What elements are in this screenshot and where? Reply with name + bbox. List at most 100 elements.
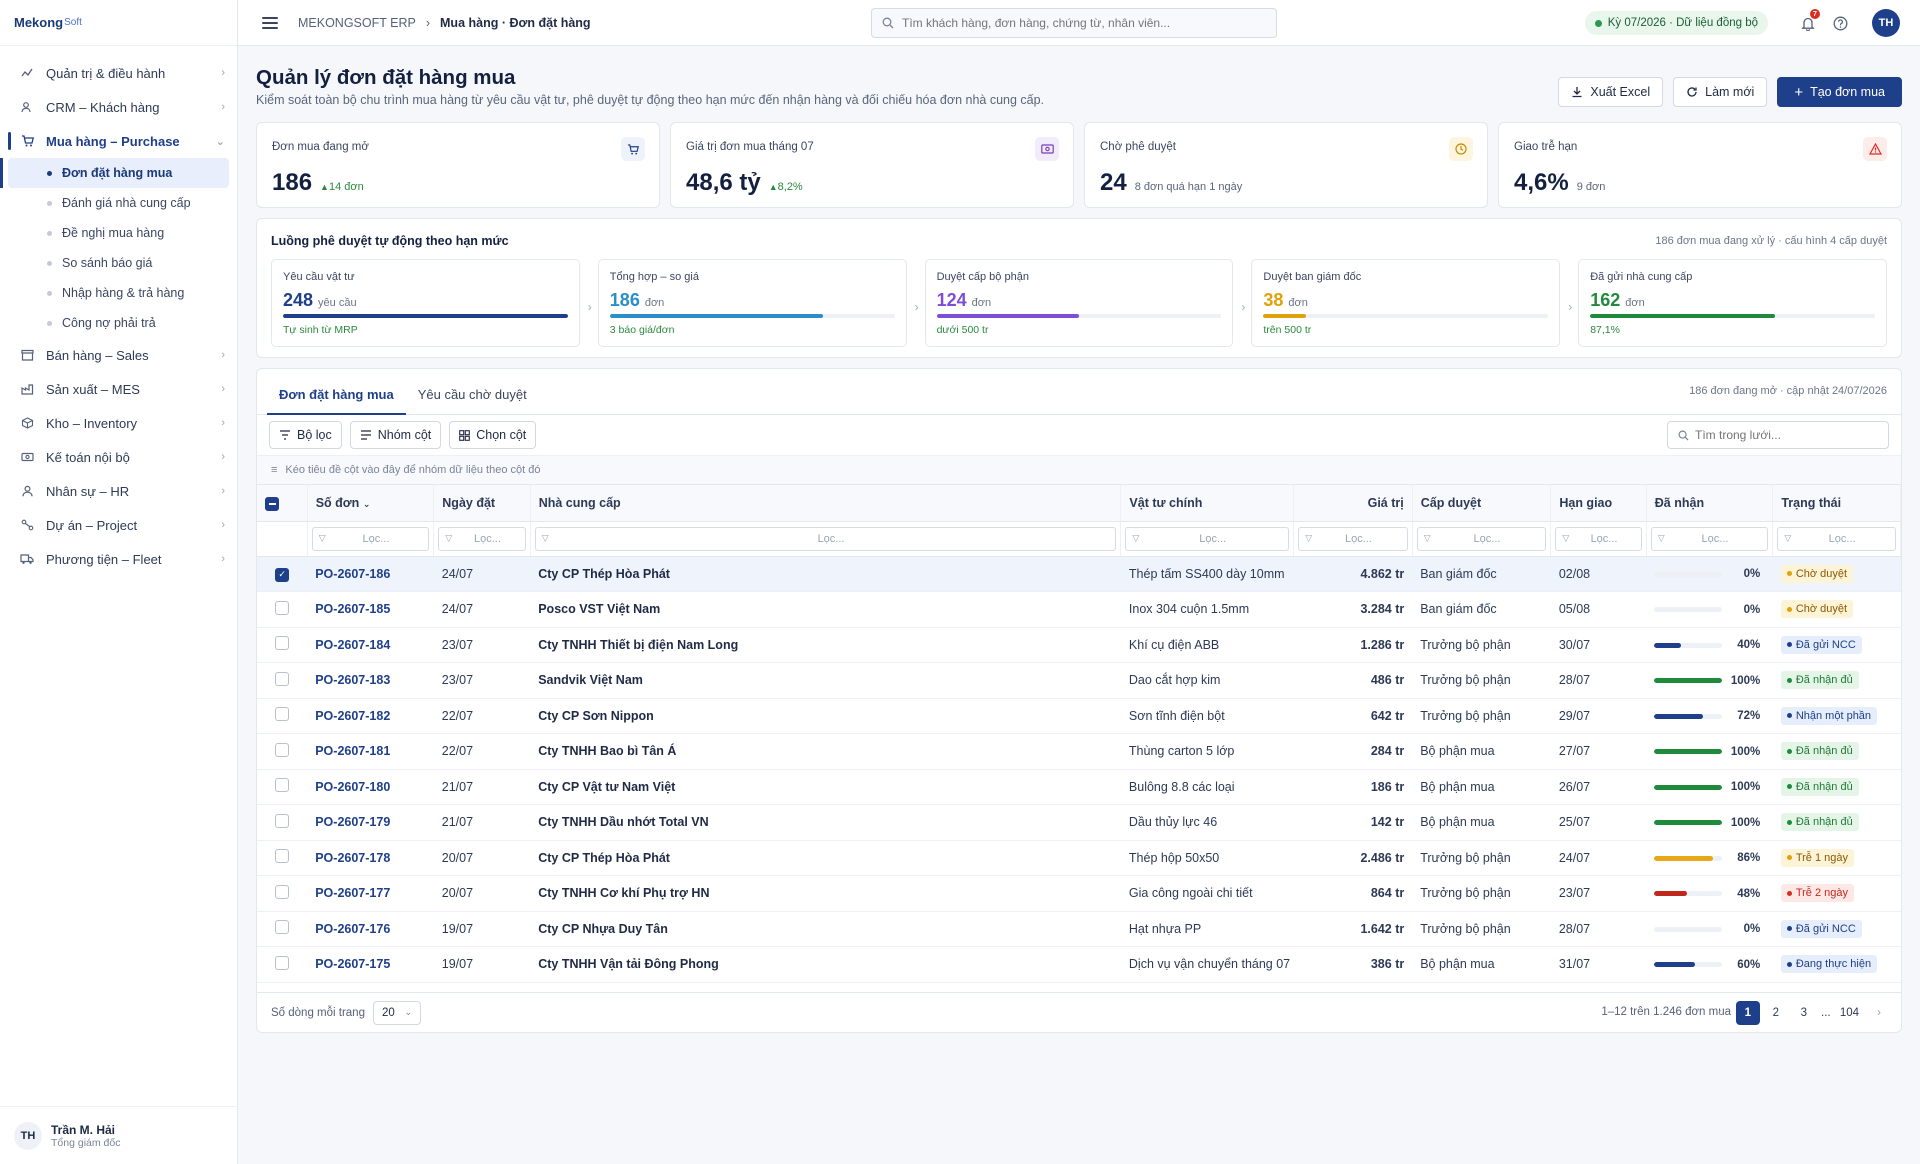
po-number-link[interactable]: PO-2607-176 [307,911,434,947]
table-row[interactable]: PO-2607-179 21/07 Cty TNHH Dầu nhớt Total … [257,804,1901,841]
sidebar-item-9[interactable]: Phương tiện – Fleet › [0,542,237,576]
sidebar-subitem-2[interactable]: Đề nghị mua hàng [0,218,237,248]
row-checkbox[interactable] [275,884,290,899]
filter-date-input[interactable]: ▽ Lọc... [438,526,526,551]
row-checkbox[interactable] [275,742,290,757]
filter-level-input[interactable]: ▽ Lọc... [1416,526,1547,551]
filter-status-input[interactable]: ▽ Lọc... [1777,526,1896,551]
sidebar-subitem-5[interactable]: Công nợ phải trả [0,308,237,338]
col-date[interactable]: Ngày đặt [433,485,531,522]
po-number-link[interactable]: PO-2607-179 [307,804,434,841]
table-row[interactable]: PO-2607-177 20/07 Cty TNHH Cơ khí Phụ trợ … [257,875,1901,912]
table-row[interactable]: PO-2607-175 19/07 Cty TNHH Vận tải Đông Ph… [257,946,1901,983]
po-number-link[interactable]: PO-2607-182 [307,698,434,734]
create-order-button[interactable]: + Tạo đơn mua [1777,77,1902,107]
table-row[interactable]: PO-2607-181 22/07 Cty TNHH Bao bì Tân Á Thù… [257,733,1901,770]
flow-step-4[interactable]: Đã gửi nhà cung cấp 162 đơn 87,1% [1578,259,1887,347]
brand-logo[interactable]: Mekong Soft [0,0,237,46]
export-excel-button[interactable]: Xuất Excel [1558,77,1664,107]
row-checkbox[interactable] [275,707,290,722]
flow-step-1[interactable]: Tổng hợp – so giá 186 đơn 3 báo giá/đơn › [597,259,919,347]
row-checkbox[interactable] [275,955,290,970]
page-button[interactable]: 1 [1735,1001,1760,1025]
row-checkbox[interactable] [275,920,290,935]
breadcrumb-app[interactable]: MEKONGSOFT ERP [298,15,416,30]
po-number-link[interactable]: PO-2607-183 [307,662,434,699]
table-row[interactable]: PO-2607-184 23/07 Cty TNHH Thiết bị điện N… [257,627,1901,663]
period-badge[interactable]: Kỳ 07/2026 · Dữ liệu đồng bộ [1584,11,1768,35]
filter-received-input[interactable]: ▽ Lọc... [1650,526,1769,551]
filter-supplier-input[interactable]: ▽ Lọc... [534,526,1117,551]
table-row[interactable]: PO-2607-180 21/07 Cty CP Vật tư Nam Việt Bu… [257,769,1901,805]
select-cell[interactable] [257,733,308,770]
sidebar-item-0[interactable]: Quản trị & điều hành › [0,56,237,90]
col-supplier[interactable]: Nhà cung cấp [530,485,1122,522]
group-drop-zone[interactable]: ≡ Kéo tiêu đề cột vào đây để nhóm dữ liệ… [257,455,1901,485]
select-cell[interactable] [257,840,308,876]
help-icon[interactable] [1830,13,1850,33]
select-cell[interactable] [257,591,308,628]
chevron-left-icon[interactable]: ‹ [1717,1007,1722,1019]
select-cell[interactable] [257,627,308,663]
select-cell[interactable] [257,911,308,947]
table-row[interactable]: PO-2607-185 24/07 Posco VST Việt Nam Inox 3… [257,591,1901,628]
filter-button[interactable]: Bộ lọc [269,421,342,449]
sidebar-item-8[interactable]: Dự án – Project › [0,508,237,542]
select-all-cell[interactable] [257,485,308,522]
global-search-input[interactable] [902,16,1262,30]
sidebar-subitem-1[interactable]: Đánh giá nhà cung cấp [0,188,237,218]
filter-item-input[interactable]: ▽ Lọc... [1125,526,1290,551]
table-row[interactable]: ✓ PO-2607-186 24/07 Cty CP Thép Hòa Phát Thé… [257,556,1901,592]
flow-step-2[interactable]: Duyệt cấp bộ phận 124 đơn dưới 500 tr › [924,259,1245,347]
tab-pending-requests[interactable]: Yêu cầu chờ duyệt [417,387,527,402]
page-size-select[interactable]: 20 ⌄ [372,1000,421,1025]
col-value[interactable]: Giá trị [1293,485,1413,522]
table-row[interactable]: PO-2607-176 19/07 Cty CP Nhựa Duy Tân Hạt n… [257,911,1901,947]
row-checkbox[interactable] [275,636,290,651]
page-button[interactable]: 104 [1839,1007,1859,1019]
page-button[interactable]: 3 [1800,1007,1808,1019]
select-cell[interactable] [257,662,308,699]
filter-po-input[interactable]: ▽ Lọc... [311,526,430,551]
po-number-link[interactable]: PO-2607-184 [307,627,434,663]
menu-icon[interactable] [262,16,278,29]
col-status[interactable]: Trạng thái [1772,485,1901,522]
table-row[interactable]: PO-2607-183 23/07 Sandvik Việt Nam Dao cắt … [257,662,1901,699]
row-checkbox[interactable]: ✓ [275,567,290,582]
table-row[interactable]: PO-2607-178 20/07 Cty CP Thép Hòa Phát Thép… [257,840,1901,876]
select-cell[interactable] [257,875,308,912]
select-cell[interactable] [257,698,308,734]
bell-icon[interactable]: 7 [1798,9,1820,33]
po-number-link[interactable]: PO-2607-175 [307,946,434,983]
sidebar-item-1[interactable]: CRM – Khách hàng › [0,90,237,124]
po-number-link[interactable]: PO-2607-177 [307,875,434,912]
select-cell[interactable] [257,769,308,805]
po-number-link[interactable]: PO-2607-181 [307,733,434,770]
filter-due-input[interactable]: ▽ Lọc... [1555,526,1642,551]
grid-search[interactable] [1667,421,1889,449]
col-due[interactable]: Hạn giao [1550,485,1647,522]
po-number-link[interactable]: PO-2607-185 [307,591,434,628]
sidebar-item-3[interactable]: Bán hàng – Sales › [0,338,237,372]
po-number-link[interactable]: PO-2607-180 [307,769,434,805]
row-checkbox[interactable] [275,778,290,793]
filter-value-input[interactable]: ▽ Lọc... [1298,526,1408,551]
po-number-link[interactable]: PO-2607-186 [307,556,434,592]
kpi-card-3[interactable]: Giao trễ hạn 4,6% 9 đơn [1498,122,1902,208]
flow-step-0[interactable]: Yêu cầu vật tư 248 yêu cầu Tự sinh từ MRP › [271,259,592,347]
col-received[interactable]: Đã nhận [1646,485,1774,522]
global-search[interactable] [871,8,1277,38]
sidebar-item-6[interactable]: Kế toán nội bộ › [0,440,237,474]
po-number-link[interactable]: PO-2607-178 [307,840,434,876]
sidebar-item-2[interactable]: Mua hàng – Purchase ⌄ [0,124,237,158]
sidebar-subitem-0[interactable]: Đơn đặt hàng mua [0,158,229,188]
user-avatar[interactable]: TH [1872,9,1900,37]
select-cell[interactable] [257,946,308,983]
col-level[interactable]: Cấp duyệt [1412,485,1552,522]
refresh-button[interactable]: Làm mới [1673,77,1768,107]
col-item[interactable]: Vật tư chính [1120,485,1295,522]
grid-search-input[interactable] [1695,428,1875,442]
row-checkbox[interactable] [275,813,290,828]
kpi-card-2[interactable]: Chờ phê duyệt 24 8 đơn quá hạn 1 ngày [1084,122,1488,208]
page-button[interactable]: 2 [1772,1007,1780,1019]
